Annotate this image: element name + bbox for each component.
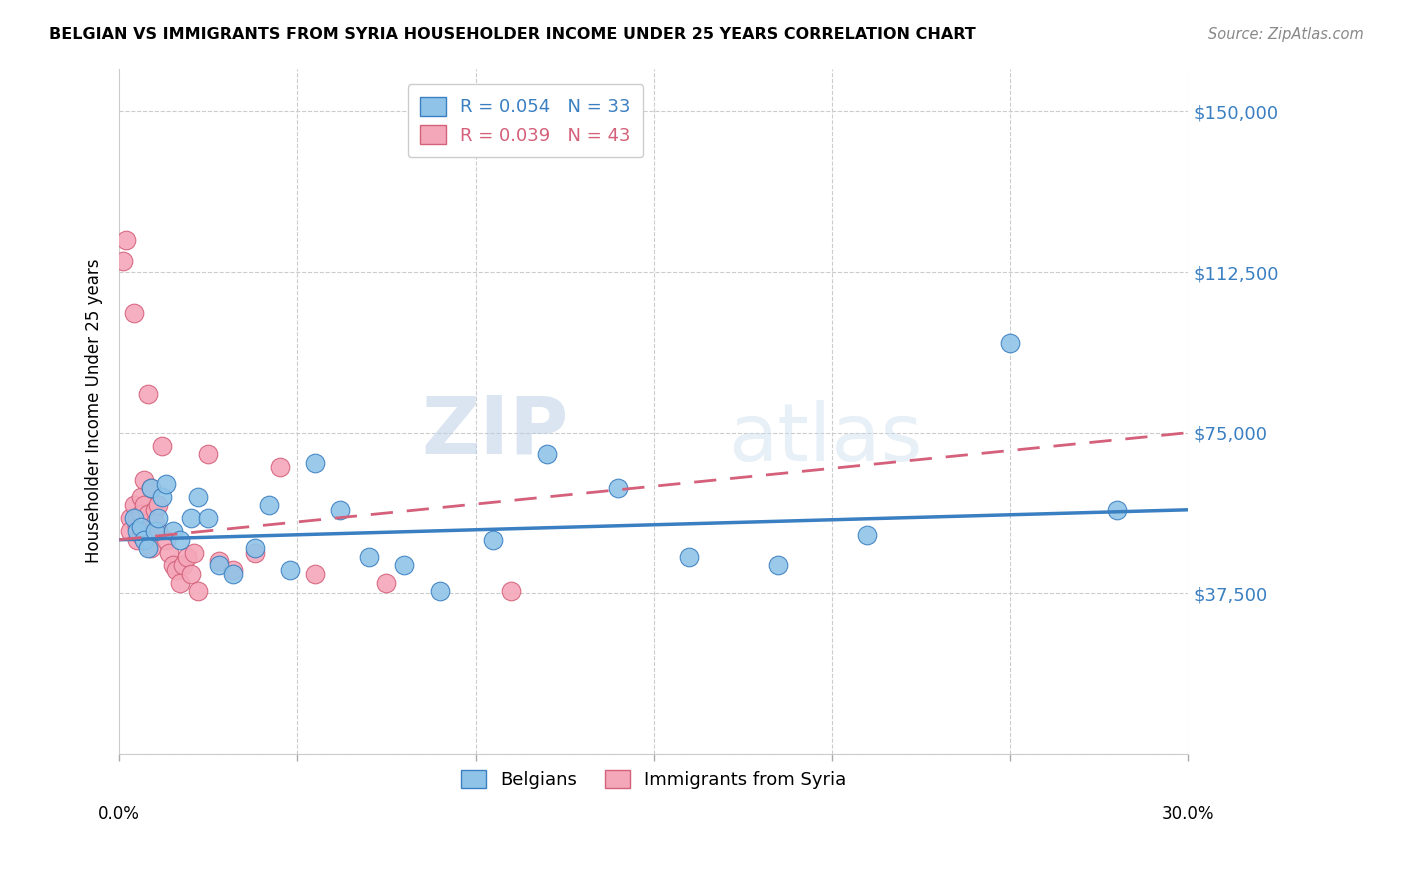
- Point: [269, 459, 291, 474]
- Point: [208, 558, 231, 573]
- Point: [678, 549, 700, 564]
- Point: [856, 528, 879, 542]
- Point: [162, 524, 184, 539]
- Text: 0.0%: 0.0%: [98, 805, 141, 823]
- Point: [143, 524, 166, 539]
- Point: [155, 477, 177, 491]
- Point: [278, 563, 301, 577]
- Text: 30.0%: 30.0%: [1161, 805, 1215, 823]
- Point: [394, 558, 416, 573]
- Point: [122, 511, 145, 525]
- Point: [118, 511, 141, 525]
- Point: [118, 524, 141, 539]
- Legend: Belgians, Immigrants from Syria: Belgians, Immigrants from Syria: [454, 763, 853, 797]
- Point: [243, 541, 266, 556]
- Point: [127, 533, 149, 547]
- Point: [111, 254, 134, 268]
- Point: [180, 511, 202, 525]
- Point: [482, 533, 505, 547]
- Point: [155, 533, 177, 547]
- Point: [122, 499, 145, 513]
- Point: [150, 490, 173, 504]
- Point: [143, 502, 166, 516]
- Point: [208, 554, 231, 568]
- Point: [122, 306, 145, 320]
- Point: [329, 502, 352, 516]
- Point: [187, 584, 209, 599]
- Point: [429, 584, 451, 599]
- Point: [136, 541, 159, 556]
- Point: [501, 584, 523, 599]
- Y-axis label: Householder Income Under 25 years: Householder Income Under 25 years: [86, 259, 103, 564]
- Point: [183, 546, 205, 560]
- Point: [1105, 502, 1128, 516]
- Text: ZIP: ZIP: [420, 392, 568, 471]
- Point: [222, 563, 245, 577]
- Point: [127, 511, 149, 525]
- Point: [136, 387, 159, 401]
- Point: [129, 528, 152, 542]
- Point: [165, 563, 187, 577]
- Point: [304, 456, 326, 470]
- Point: [180, 567, 202, 582]
- Point: [304, 567, 326, 582]
- Point: [536, 447, 558, 461]
- Point: [197, 447, 219, 461]
- Point: [375, 575, 398, 590]
- Point: [768, 558, 790, 573]
- Point: [169, 533, 191, 547]
- Point: [243, 546, 266, 560]
- Point: [150, 438, 173, 452]
- Text: Source: ZipAtlas.com: Source: ZipAtlas.com: [1208, 27, 1364, 42]
- Point: [141, 541, 163, 556]
- Text: BELGIAN VS IMMIGRANTS FROM SYRIA HOUSEHOLDER INCOME UNDER 25 YEARS CORRELATION C: BELGIAN VS IMMIGRANTS FROM SYRIA HOUSEHO…: [49, 27, 976, 42]
- Text: atlas: atlas: [728, 400, 922, 477]
- Point: [169, 575, 191, 590]
- Point: [141, 481, 163, 495]
- Point: [357, 549, 380, 564]
- Point: [127, 524, 149, 539]
- Point: [157, 546, 180, 560]
- Point: [148, 511, 170, 525]
- Point: [136, 524, 159, 539]
- Point: [134, 520, 156, 534]
- Point: [129, 507, 152, 521]
- Point: [187, 490, 209, 504]
- Point: [222, 567, 245, 582]
- Point: [257, 499, 280, 513]
- Point: [607, 481, 630, 495]
- Point: [148, 524, 170, 539]
- Point: [129, 490, 152, 504]
- Point: [176, 549, 198, 564]
- Point: [197, 511, 219, 525]
- Point: [162, 558, 184, 573]
- Point: [141, 481, 163, 495]
- Point: [172, 558, 194, 573]
- Point: [143, 516, 166, 530]
- Point: [134, 499, 156, 513]
- Point: [134, 533, 156, 547]
- Point: [115, 233, 138, 247]
- Point: [129, 520, 152, 534]
- Point: [998, 335, 1021, 350]
- Point: [148, 499, 170, 513]
- Point: [136, 507, 159, 521]
- Point: [134, 473, 156, 487]
- Point: [127, 520, 149, 534]
